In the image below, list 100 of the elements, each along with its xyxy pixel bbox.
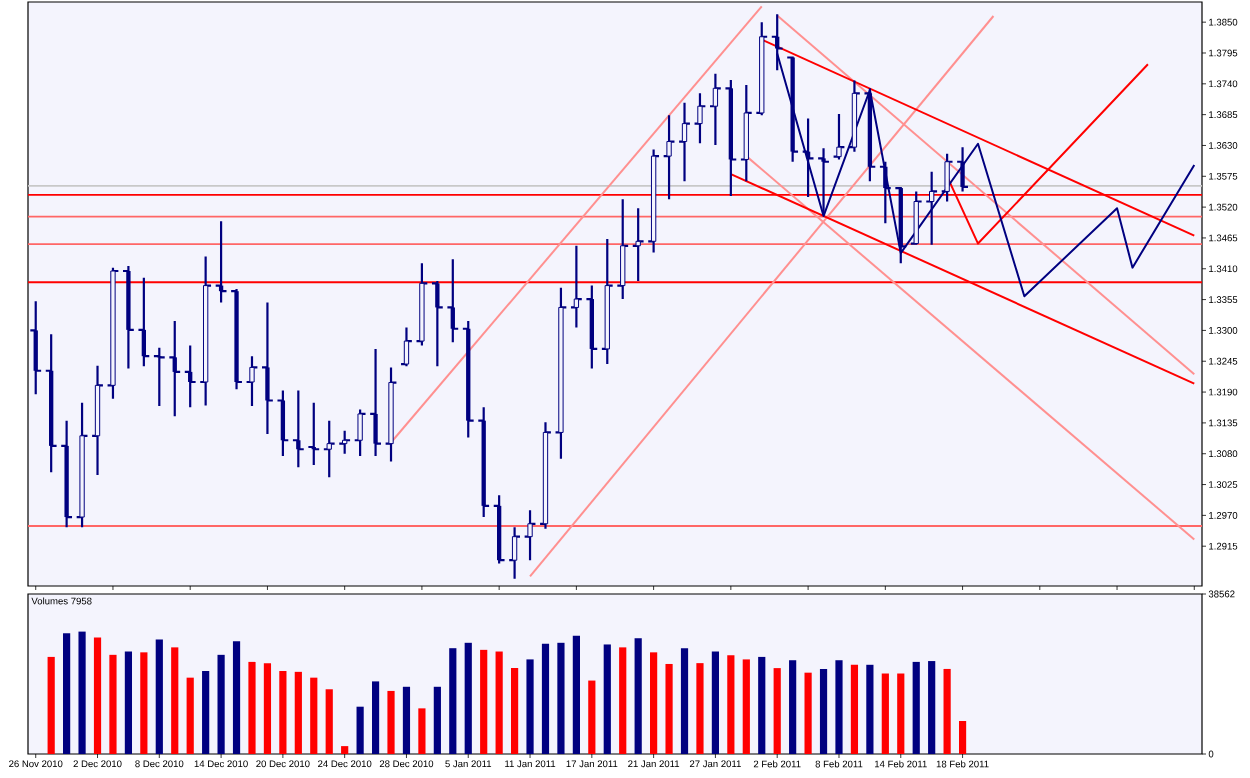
- candlestick: [538, 421, 552, 530]
- candlestick: [415, 262, 429, 347]
- bar: [433, 686, 441, 754]
- candlestick: [755, 21, 769, 117]
- bar: [912, 661, 920, 754]
- bar: [526, 659, 534, 754]
- bar: [727, 655, 735, 754]
- bar: [650, 652, 658, 754]
- bar: [449, 648, 457, 754]
- candlestick: [260, 301, 274, 436]
- bar: [958, 720, 967, 754]
- candlestick: [724, 78, 738, 198]
- bar: [696, 663, 704, 754]
- bar: [248, 661, 256, 754]
- candlestick: [847, 79, 861, 153]
- bar: [325, 689, 333, 754]
- candlestick: [230, 287, 244, 391]
- candlestick: [585, 284, 599, 370]
- candlestick: [461, 319, 475, 439]
- bar: [47, 656, 55, 754]
- bar: [217, 654, 225, 754]
- candlestick: [631, 207, 645, 283]
- candlestick: [940, 152, 954, 203]
- candlestick: [121, 264, 135, 370]
- bar: [495, 651, 503, 754]
- bar: [171, 647, 179, 754]
- candlestick: [338, 429, 352, 455]
- bar: [711, 651, 720, 754]
- candlestick: [863, 87, 877, 183]
- bar: [758, 656, 766, 754]
- bar: [619, 647, 627, 754]
- candlestick: [569, 244, 583, 329]
- candlestick: [168, 319, 182, 418]
- bar: [866, 664, 874, 754]
- candlestick: [956, 146, 970, 193]
- bar: [124, 651, 133, 754]
- candlestick: [430, 280, 444, 368]
- bar: [819, 668, 828, 754]
- bar: [202, 671, 210, 754]
- bar: [232, 641, 241, 754]
- candlestick: [75, 401, 89, 529]
- bar: [850, 664, 859, 754]
- bar: [109, 654, 117, 754]
- bar: [835, 660, 843, 754]
- bar: [773, 668, 781, 754]
- bar: [78, 631, 86, 754]
- candlestick: [44, 333, 58, 474]
- bar: [742, 659, 750, 754]
- candlestick: [817, 147, 831, 217]
- bar: [680, 648, 689, 754]
- candlestick: [662, 114, 676, 201]
- bar: [310, 677, 318, 754]
- candlestick: [322, 419, 336, 479]
- candlestick: [708, 72, 722, 147]
- bar: [557, 642, 565, 754]
- bar: [186, 677, 194, 754]
- candlestick: [137, 276, 151, 368]
- candlestick: [693, 92, 707, 145]
- bar: [881, 673, 889, 754]
- candlestick: [276, 389, 290, 458]
- bar: [603, 644, 611, 754]
- bar: [63, 633, 71, 754]
- candlestick: [600, 237, 614, 366]
- candlestick: [29, 300, 43, 396]
- candlestick: [199, 255, 213, 407]
- bar: [155, 639, 163, 754]
- bar: [341, 746, 349, 754]
- bar: [402, 686, 411, 754]
- bar: [418, 708, 426, 754]
- candlestick: [616, 198, 630, 301]
- candlestick: [384, 366, 398, 463]
- candlestick: [508, 526, 522, 580]
- candlestick: [678, 101, 692, 183]
- bar: [928, 661, 936, 754]
- candlestick: [446, 258, 460, 344]
- candlestick: [291, 389, 305, 469]
- candlestick: [492, 494, 506, 565]
- bar: [789, 660, 797, 754]
- bar: [588, 680, 596, 754]
- bar: [897, 673, 905, 754]
- bar: [541, 643, 550, 754]
- candlestick: [183, 344, 197, 409]
- bar: [510, 668, 519, 754]
- candlestick: [925, 170, 939, 246]
- bar: [93, 637, 102, 754]
- bar: [634, 638, 642, 754]
- candlestick: [894, 185, 908, 265]
- candlestick: [878, 160, 892, 225]
- bar: [356, 706, 364, 754]
- bar: [387, 690, 395, 754]
- bar: [294, 671, 302, 754]
- bar: [279, 671, 287, 754]
- candlestick: [554, 286, 568, 460]
- candlestick: [60, 419, 74, 529]
- candlestick: [399, 326, 413, 368]
- candlestick: [647, 148, 661, 254]
- candlestick: [739, 83, 753, 183]
- bar: [572, 635, 580, 754]
- candlestick: [91, 364, 105, 477]
- bar: [480, 649, 488, 754]
